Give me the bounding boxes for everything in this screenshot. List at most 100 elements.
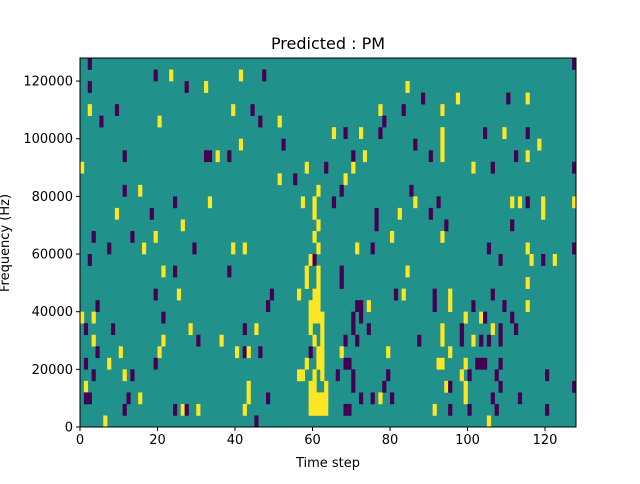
heatmap-cell-low — [525, 196, 530, 209]
heatmap-cell-high — [91, 311, 96, 324]
heatmap-cell-high — [161, 265, 166, 278]
heatmap-cell-low — [498, 254, 503, 266]
heatmap-cell-high — [308, 323, 313, 336]
heatmap-cell-low — [378, 127, 383, 140]
heatmap-cell-low — [510, 219, 515, 232]
heatmap-cell-high — [122, 369, 127, 382]
y-axis-ticks: 0 20000 40000 60000 80000 100000 120000 — [23, 75, 80, 436]
heatmap-cell-low — [359, 300, 364, 312]
heatmap-cell-high — [312, 392, 317, 405]
heatmap-cell-high — [304, 277, 309, 289]
heatmap-cell-high — [207, 196, 213, 209]
heatmap-cell-high — [138, 392, 143, 405]
heatmap-cell-low — [459, 323, 464, 336]
y-tick-label: 60000 — [32, 248, 73, 263]
heatmap-cell-high — [231, 242, 236, 255]
heatmap-cell-low — [459, 334, 464, 347]
heatmap-cell-low — [541, 254, 546, 266]
heatmap-cell-high — [80, 311, 85, 324]
heatmap-cell-high — [525, 277, 530, 289]
heatmap-cell-high — [235, 346, 240, 359]
heatmap-cell-high — [107, 357, 112, 370]
heatmap-cell-low — [343, 127, 348, 140]
heatmap-cell-low — [173, 403, 178, 416]
heatmap-cell-low — [122, 184, 127, 197]
heatmap-cell-low — [444, 219, 449, 232]
heatmap-cell-low — [355, 300, 360, 312]
heatmap-cell-low — [366, 323, 371, 336]
heatmap-cell-high — [448, 300, 453, 312]
heatmap-cell-high — [541, 207, 546, 220]
heatmap-cell-low — [87, 58, 92, 70]
heatmap-cell-high — [324, 392, 329, 405]
heatmap-cell-low — [262, 69, 267, 82]
heatmap-cell-low — [390, 392, 395, 405]
heatmap-cell-high — [312, 230, 317, 243]
heatmap-cell-high — [312, 380, 317, 393]
heatmap-cell-low — [258, 346, 263, 359]
heatmap-cell-high — [413, 196, 418, 209]
heatmap-cell-low — [173, 196, 178, 209]
heatmap-cell-low — [335, 369, 340, 382]
heatmap-cell-low — [258, 115, 263, 128]
heatmap-cell-high — [188, 323, 193, 336]
heatmap-cell-high — [312, 300, 317, 312]
heatmap-cell-high — [316, 265, 321, 278]
heatmap-cell-high — [169, 69, 174, 82]
heatmap-cell-high — [304, 357, 309, 370]
heatmap-cell-low — [382, 115, 387, 128]
heatmap-cell-low — [475, 357, 480, 370]
heatmap-cell-high — [440, 104, 445, 116]
heatmap-cell-low — [266, 392, 271, 405]
heatmap-cell-low — [153, 357, 158, 370]
heatmap-cell-high — [238, 69, 244, 82]
heatmap-cell-low — [204, 150, 209, 163]
heatmap-cell-high — [316, 219, 321, 232]
heatmap-cell-high — [308, 392, 313, 405]
heatmap-cell-high — [87, 104, 92, 116]
heatmap-cell-high — [242, 242, 247, 255]
heatmap-cell-high — [440, 357, 445, 370]
heatmap-cell-low — [130, 369, 135, 382]
heatmap-cell-low — [339, 184, 344, 197]
heatmap-cell-high — [107, 427, 111, 439]
heatmap-cell-low — [351, 380, 356, 393]
heatmap-cell-high — [440, 334, 445, 347]
heatmap-cell-high — [378, 392, 383, 405]
heatmap-cell-high — [440, 127, 445, 140]
heatmap-cell-high — [331, 127, 337, 140]
heatmap-cell-high — [312, 207, 317, 220]
heatmap-cell-low — [514, 150, 519, 163]
heatmap-cell-high — [114, 207, 120, 220]
heatmap-cell-low — [192, 242, 197, 255]
heatmap-cell-high — [215, 150, 220, 163]
heatmap-cell-high — [254, 323, 259, 336]
heatmap-cell-low — [331, 196, 337, 209]
heatmap-cell-high — [463, 357, 468, 370]
heatmap-cell-low — [374, 219, 379, 232]
heatmap-cell-low — [339, 265, 344, 278]
heatmap-cell-high — [180, 219, 185, 232]
x-axis-label: Time step — [295, 456, 360, 471]
plot-area — [79, 57, 577, 439]
heatmap-cell-high — [320, 323, 325, 336]
heatmap-cell-high — [231, 104, 236, 116]
heatmap-cell-high — [320, 357, 325, 370]
heatmap-cell-high — [316, 392, 321, 405]
heatmap-cell-low — [393, 288, 399, 301]
y-tick-label: 20000 — [32, 363, 73, 378]
x-tick-label: 120 — [533, 433, 558, 448]
heatmap-cell-low — [343, 357, 348, 370]
x-tick-label: 40 — [227, 433, 244, 448]
y-tick-label: 40000 — [32, 305, 73, 320]
heatmap-cell-high — [525, 92, 530, 105]
heatmap-cell-low — [227, 150, 232, 163]
heatmap-cell-high — [463, 311, 468, 324]
heatmap-cell-high — [479, 311, 484, 324]
heatmap-cell-high — [312, 311, 317, 324]
heatmap-cell-low — [347, 403, 352, 416]
heatmap-cell-low — [242, 323, 247, 336]
heatmap-cell-high — [440, 150, 445, 163]
heatmap-cell-low — [572, 242, 576, 255]
heatmap-cell-high — [320, 334, 325, 347]
